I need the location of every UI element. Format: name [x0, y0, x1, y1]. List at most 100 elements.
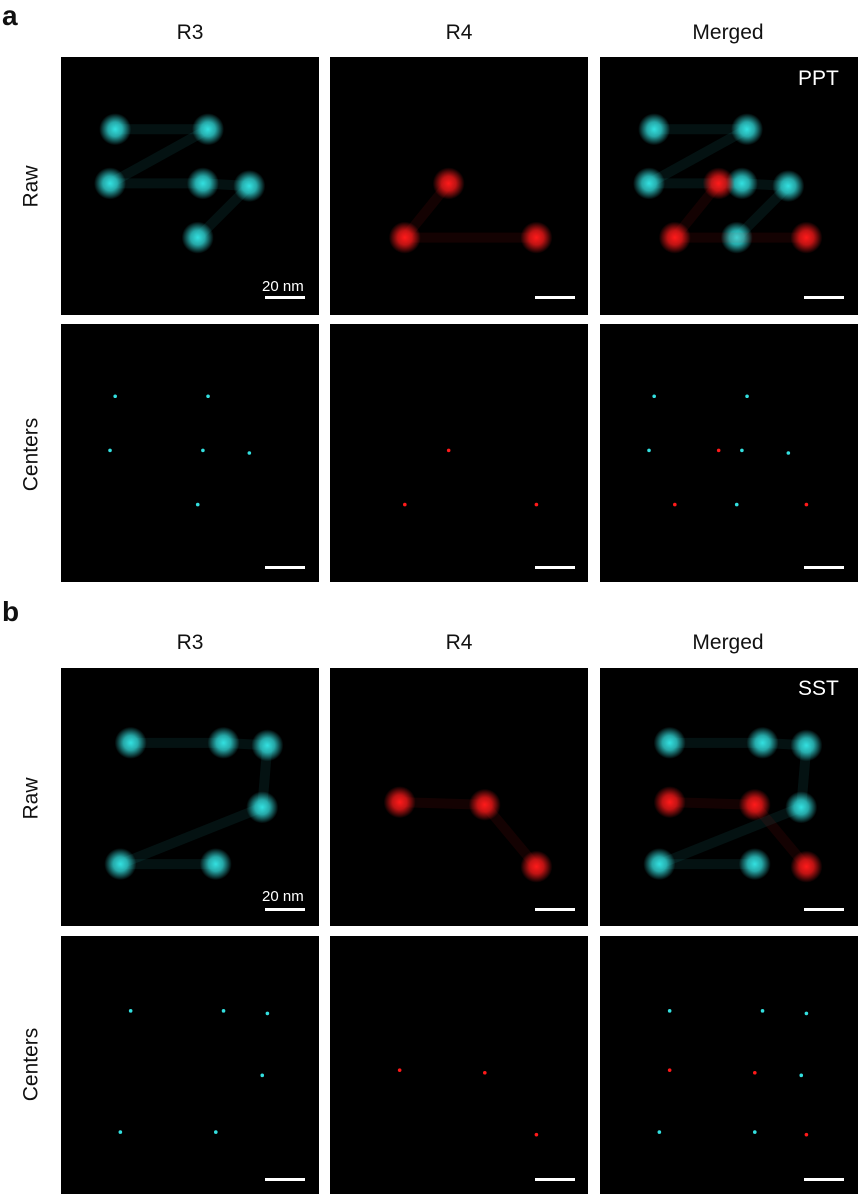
panel-image: [388, 167, 553, 254]
r4-center-dot: [483, 1070, 487, 1075]
scale-bar: [535, 566, 575, 569]
r3-spot: [731, 113, 764, 146]
r3-spot: [207, 726, 240, 759]
panel-image: [383, 786, 553, 883]
r3-center-dot: [113, 394, 117, 399]
panel-a-raw-merged: [600, 57, 858, 315]
r3-spot: [653, 726, 686, 759]
r4-spot: [653, 786, 686, 819]
panel-b-centers-r3: [61, 936, 319, 1194]
scale-bar: [265, 1178, 305, 1181]
r3-spot: [233, 170, 266, 202]
r3-spot: [772, 170, 805, 202]
scale-bar: [804, 296, 844, 299]
column-label-r3-b: R3: [176, 631, 204, 654]
panel-b-raw-r4: [330, 668, 588, 926]
background-haze: [107, 124, 211, 188]
r3-spot: [790, 729, 823, 762]
r4-spot: [790, 221, 823, 254]
scale-bar: [535, 1178, 575, 1181]
r4-center-dot: [534, 502, 539, 507]
r3-center-dot: [667, 1009, 672, 1013]
scale-bar: [804, 1178, 844, 1181]
r3-center-dot: [214, 1130, 218, 1134]
r3-center-dot: [799, 1073, 804, 1078]
r4-spot: [520, 850, 553, 883]
panel-image: [104, 726, 284, 881]
r3-center-dot: [221, 1009, 226, 1013]
r3-center-dot: [195, 502, 200, 507]
r4-center-dot: [673, 502, 677, 507]
panel-b-raw-merged: [600, 668, 858, 926]
r4-center-dot: [667, 1068, 672, 1072]
column-label-r4-b: R4: [445, 631, 473, 654]
section-label-b: b: [2, 596, 20, 627]
row-label-raw-b: Raw: [19, 777, 43, 820]
r4-center-dot: [534, 1132, 539, 1137]
r3-center-dot: [247, 451, 252, 455]
structure-label-ppt: PPT: [798, 67, 839, 90]
r3-spot: [725, 167, 758, 200]
scale-bar-label-b: 20 nm: [262, 888, 304, 905]
r3-center-dot: [647, 448, 651, 453]
r3-spot: [199, 848, 232, 881]
r4-spot: [702, 167, 735, 200]
row-label-centers-a: Centers: [19, 417, 43, 492]
panel-image: [397, 1068, 539, 1137]
r4-center-dot: [804, 1132, 809, 1137]
r3-spot: [104, 848, 137, 881]
scale-bar: [535, 908, 575, 911]
r4-center-dot: [804, 502, 809, 507]
r4-center-dot: [403, 502, 407, 507]
scale-bar: [804, 566, 844, 569]
r3-center-dot: [108, 448, 112, 453]
panel-a-centers-r3: [61, 324, 319, 582]
r3-center-dot: [760, 1009, 765, 1013]
panel-image: [403, 448, 539, 507]
column-label-merged-a: Merged: [692, 21, 764, 44]
panel-a-raw-r4: [330, 57, 588, 315]
r4-spot: [658, 221, 691, 254]
panel-b-raw-r3: [61, 668, 319, 926]
background-haze: [118, 802, 265, 869]
column-label-r4-a: R4: [445, 21, 473, 44]
r3-center-dot: [265, 1011, 270, 1016]
r3-spot: [720, 221, 753, 254]
panel-a-centers-merged: [600, 324, 858, 582]
panel-a-centers-r4: [330, 324, 588, 582]
panel-image: [643, 726, 823, 883]
r3-spot: [114, 726, 147, 759]
background-haze: [646, 124, 750, 188]
r4-spot: [468, 788, 501, 821]
r4-center-dot: [397, 1068, 402, 1072]
r3-center-dot: [260, 1073, 265, 1078]
r3-spot: [181, 221, 214, 254]
column-label-merged-b: Merged: [692, 631, 764, 654]
r4-center-dot: [446, 448, 451, 453]
r4-center-dot: [716, 448, 721, 453]
r4-spot: [432, 167, 465, 200]
r3-center-dot: [804, 1011, 809, 1016]
r3-spot: [785, 791, 818, 824]
r4-center-dot: [753, 1070, 757, 1075]
panel-b-centers-r4: [330, 936, 588, 1194]
structure-label-sst: SST: [798, 677, 839, 700]
panel-b-centers-merged: [600, 936, 858, 1194]
r4-spot: [383, 786, 416, 819]
r3-center-dot: [118, 1130, 123, 1134]
r3-center-dot: [128, 1009, 133, 1013]
r3-spot: [638, 113, 671, 146]
r3-spot: [99, 113, 132, 146]
panel-image: [657, 1009, 809, 1137]
scale-bar: [265, 908, 305, 911]
r3-center-dot: [201, 448, 205, 453]
scale-bar-label-a: 20 nm: [262, 278, 304, 295]
scale-bar: [265, 296, 305, 299]
r3-spot: [94, 167, 127, 200]
r3-center-dot: [745, 394, 749, 399]
r4-spot: [388, 221, 421, 254]
r3-spot: [643, 848, 676, 881]
r3-spot: [746, 726, 779, 759]
scale-bar: [265, 566, 305, 569]
panel-image: [633, 113, 823, 254]
